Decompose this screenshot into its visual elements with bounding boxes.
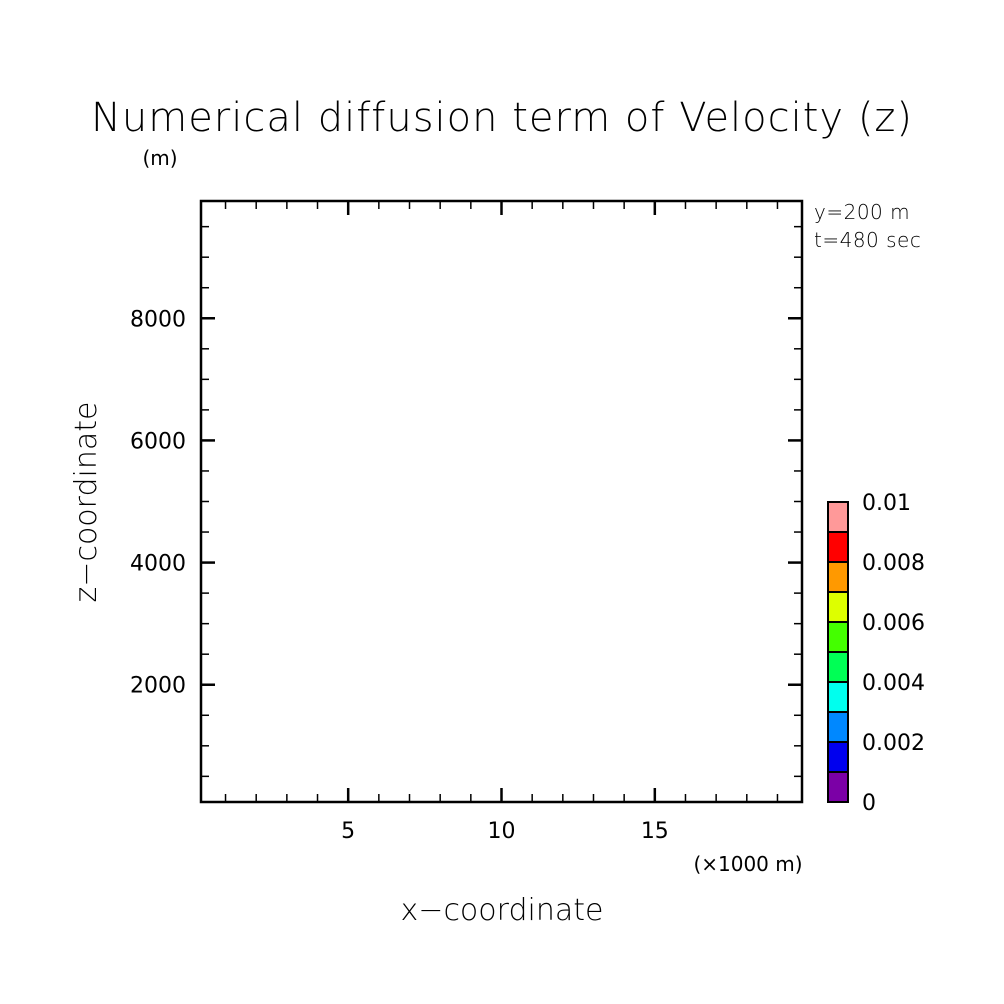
- x-axis-tick-labels: 5 10 15: [341, 819, 669, 844]
- colorbar-swatch: [827, 501, 849, 533]
- colorbar-tick-label: 0.006: [862, 611, 925, 636]
- colorbar-swatch: [827, 771, 849, 803]
- x-axis-ticks: [224, 201, 779, 802]
- colorbar-swatch: [827, 591, 849, 623]
- y-tick-label: 6000: [130, 429, 186, 454]
- colorbar-swatch: [827, 741, 849, 773]
- x-tick-label: 5: [341, 819, 355, 844]
- colorbar-swatch: [827, 561, 849, 593]
- colorbar-swatch: [827, 711, 849, 743]
- y-axis-label: z−coordinate: [69, 402, 104, 603]
- chart-title: Numerical diffusion term of Velocity (z): [91, 95, 913, 141]
- annotation-y-position: y=200 m: [814, 200, 910, 224]
- colorbar-swatch: [827, 621, 849, 653]
- x-axis-label: x−coordinate: [401, 893, 604, 928]
- colorbar-swatch: [827, 681, 849, 713]
- x-unit-label: (×1000 m): [693, 852, 802, 876]
- y-axis-ticks: [201, 225, 802, 778]
- colorbar-tick-label: 0: [862, 791, 876, 816]
- plot-area: [199, 199, 804, 804]
- colorbar: [827, 501, 849, 803]
- x-tick-label: 15: [641, 819, 669, 844]
- y-unit-label: (m): [142, 146, 177, 170]
- colorbar-swatch: [827, 531, 849, 563]
- y-tick-label: 2000: [130, 674, 186, 699]
- y-tick-label: 8000: [130, 307, 186, 332]
- colorbar-tick-labels: 0 0.002 0.004 0.006 0.008 0.01: [862, 491, 925, 816]
- colorbar-tick-label: 0.008: [862, 551, 925, 576]
- x-tick-label: 10: [488, 819, 516, 844]
- annotation-time: t=480 sec: [814, 228, 921, 252]
- colorbar-tick-label: 0.002: [862, 731, 925, 756]
- y-tick-label: 4000: [130, 552, 186, 577]
- colorbar-swatch: [827, 651, 849, 683]
- colorbar-tick-label: 0.004: [862, 671, 925, 696]
- y-axis-tick-labels: 2000 4000 6000 8000: [130, 307, 186, 698]
- colorbar-tick-label: 0.01: [862, 491, 911, 516]
